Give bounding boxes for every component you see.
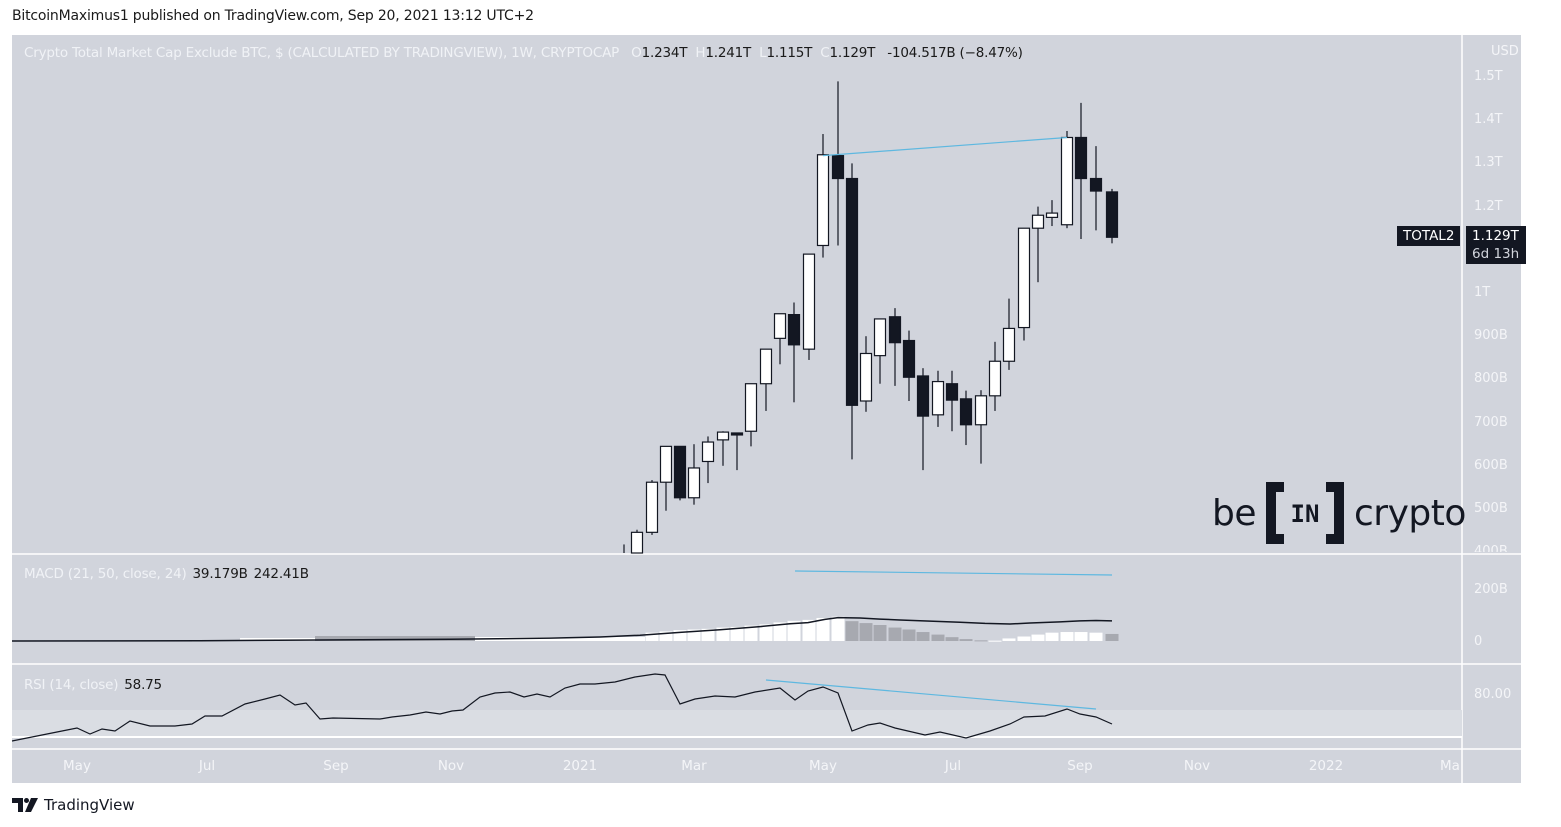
macd-axis-0: 0 bbox=[1474, 634, 1483, 649]
time-tick: Sep bbox=[323, 758, 349, 774]
watermark-left: be bbox=[1212, 492, 1257, 534]
time-tick: Jul bbox=[944, 758, 962, 774]
svg-text:IN: IN bbox=[1291, 500, 1320, 528]
symbol-title: Crypto Total Market Cap Exclude BTC, $ (… bbox=[24, 45, 620, 61]
time-tick: Nov bbox=[1183, 758, 1211, 774]
time-tick: Sep bbox=[1067, 758, 1093, 774]
bar-countdown: 6d 13h bbox=[1472, 246, 1520, 262]
rsi-axis-80: 80.00 bbox=[1474, 687, 1512, 702]
price-tick: 800B bbox=[1474, 371, 1508, 387]
price-tick: 1.3T bbox=[1474, 155, 1503, 171]
price-trendline[interactable] bbox=[822, 136, 1068, 157]
rsi-label: RSI (14, close) bbox=[24, 677, 119, 693]
beincrypto-watermark: be IN crypto bbox=[1212, 480, 1466, 546]
currency-label: USD bbox=[1491, 44, 1519, 59]
macd-label: MACD (21, 50, close, 24) bbox=[24, 566, 187, 582]
price-tick: 600B bbox=[1474, 457, 1508, 473]
macd-histogram bbox=[240, 616, 1119, 642]
change-value: -104.517B (−8.47%) bbox=[887, 45, 1023, 61]
time-tick: Mar bbox=[681, 758, 707, 774]
time-tick: May bbox=[63, 758, 91, 774]
macd-axis-200b: 200B bbox=[1474, 582, 1508, 597]
rsi-lines bbox=[11, 673, 1113, 742]
last-price-tag: 1.129T 6d 13h bbox=[1466, 226, 1526, 264]
price-tick: 500B bbox=[1474, 501, 1508, 516]
symbol-tag: TOTAL2 bbox=[1397, 226, 1461, 246]
high-value: 1.241T bbox=[705, 45, 752, 61]
rsi-value: 58.75 bbox=[124, 677, 162, 693]
watermark-right: crypto bbox=[1354, 492, 1466, 534]
time-tick: Nov bbox=[437, 758, 465, 774]
last-price: 1.129T bbox=[1472, 228, 1519, 244]
price-tick: 1.4T bbox=[1474, 112, 1503, 128]
tradingview-logo-icon bbox=[12, 798, 38, 812]
time-tick: 2021 bbox=[562, 758, 598, 774]
price-tick: 900B bbox=[1474, 328, 1508, 344]
rsi-legend: RSI (14, close) 58.75 bbox=[24, 677, 162, 693]
time-tick: Ma bbox=[1440, 758, 1460, 774]
price-tick: 1T bbox=[1474, 285, 1491, 300]
symbol-legend: Crypto Total Market Cap Exclude BTC, $ (… bbox=[24, 45, 1023, 61]
close-value: 1.129T bbox=[829, 45, 876, 61]
price-tick: 1.5T bbox=[1474, 69, 1503, 84]
macd-lines bbox=[11, 570, 1113, 642]
macd-legend: MACD (21, 50, close, 24) 39.179B 242.41B bbox=[24, 566, 309, 582]
open-value: 1.234T bbox=[641, 45, 688, 61]
price-tick: 1.2T bbox=[1474, 198, 1503, 214]
price-tick: 400B bbox=[1474, 544, 1508, 553]
tradingview-footer[interactable]: TradingView bbox=[12, 796, 135, 814]
publish-info: BitcoinMaximus1 published on TradingView… bbox=[12, 8, 534, 24]
time-tick: Jul bbox=[198, 758, 216, 774]
pane-separators bbox=[12, 35, 1521, 783]
rsi-band bbox=[12, 710, 1462, 737]
low-value: 1.115T bbox=[766, 45, 813, 61]
time-tick: 2022 bbox=[1308, 758, 1344, 774]
macd-value-1: 39.179B bbox=[192, 566, 248, 582]
time-tick: May bbox=[809, 758, 837, 774]
candlestick-series bbox=[623, 81, 1119, 554]
watermark-bracket-logo: IN bbox=[1262, 480, 1348, 546]
macd-value-2: 242.41B bbox=[253, 566, 309, 582]
price-tick: 700B bbox=[1474, 414, 1508, 430]
tradingview-brand: TradingView bbox=[44, 796, 135, 814]
